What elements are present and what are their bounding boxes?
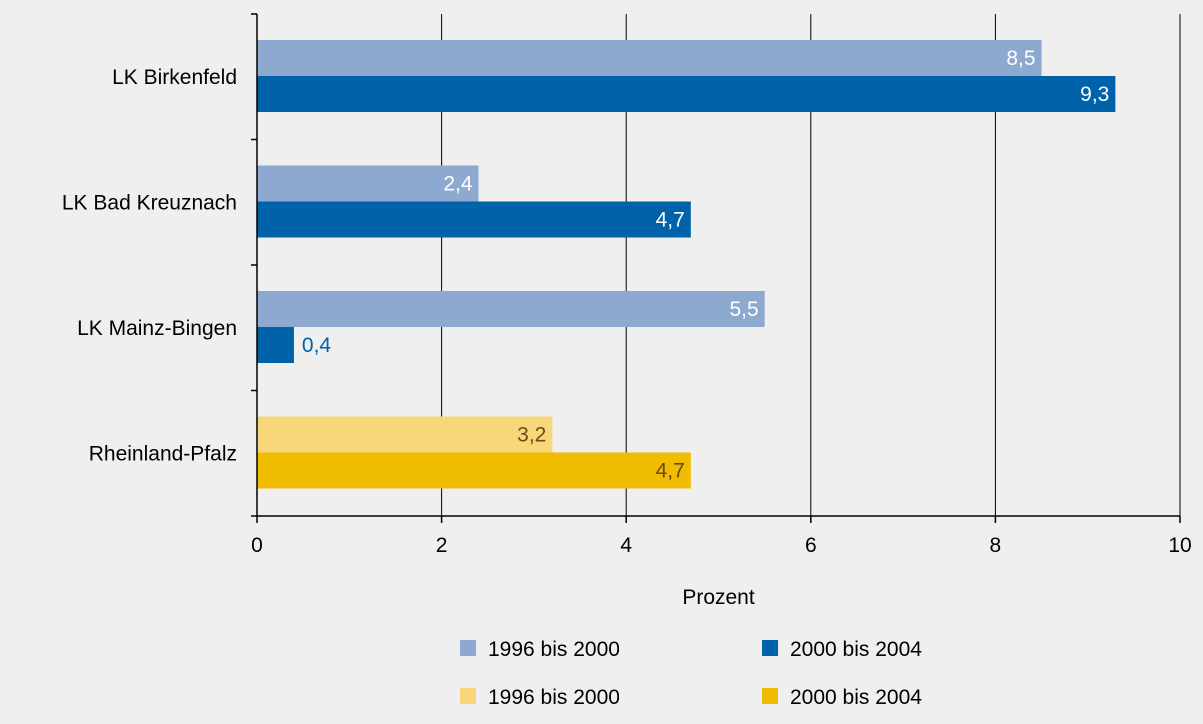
legend-swatch: [762, 688, 778, 704]
bar: [257, 327, 294, 363]
category-label: LK Bad Kreuznach: [62, 191, 237, 214]
data-label: 0,4: [302, 334, 332, 357]
bar: [257, 76, 1116, 112]
data-label: 3,2: [517, 424, 546, 447]
data-label: 4,7: [656, 460, 685, 483]
bar: [257, 416, 553, 453]
legend-swatch: [460, 688, 476, 704]
x-tick-label: 0: [251, 534, 263, 557]
bar: [257, 452, 691, 489]
bar: [257, 291, 765, 327]
legend-label: 2000 bis 2004: [790, 638, 922, 661]
category-label: LK Birkenfeld: [112, 66, 237, 89]
x-tick-label: 8: [990, 534, 1002, 557]
data-label: 8,5: [1006, 47, 1035, 70]
x-tick-label: 6: [805, 534, 817, 557]
bar: [257, 201, 691, 238]
legend-swatch: [762, 640, 778, 656]
data-label: 5,5: [729, 298, 758, 321]
x-tick-label: 10: [1168, 534, 1191, 557]
labels: 8,5 9,3 LK Birkenfeld 2,4 4,7 LK Bad Kreuznac…: [62, 47, 1192, 609]
bar: [257, 40, 1042, 76]
x-axis-title: Prozent: [682, 586, 755, 609]
x-tick-label: 2: [436, 534, 448, 557]
legend-label: 1996 bis 2000: [488, 686, 620, 709]
category-label: Rheinland-Pfalz: [89, 442, 237, 465]
data-label: 9,3: [1080, 83, 1109, 106]
legend-swatch: [460, 640, 476, 656]
data-label: 2,4: [443, 173, 473, 196]
legend: 1996 bis 2000 2000 bis 2004 1996 bis 2000 2…: [460, 638, 922, 709]
bars: [257, 40, 1116, 489]
axes: [251, 13, 1181, 523]
bar: [257, 165, 479, 202]
data-label: 4,7: [656, 209, 685, 232]
category-label: LK Mainz-Bingen: [77, 317, 237, 340]
legend-label: 2000 bis 2004: [790, 686, 922, 709]
x-tick-label: 4: [620, 534, 632, 557]
legend-label: 1996 bis 2000: [488, 638, 620, 661]
